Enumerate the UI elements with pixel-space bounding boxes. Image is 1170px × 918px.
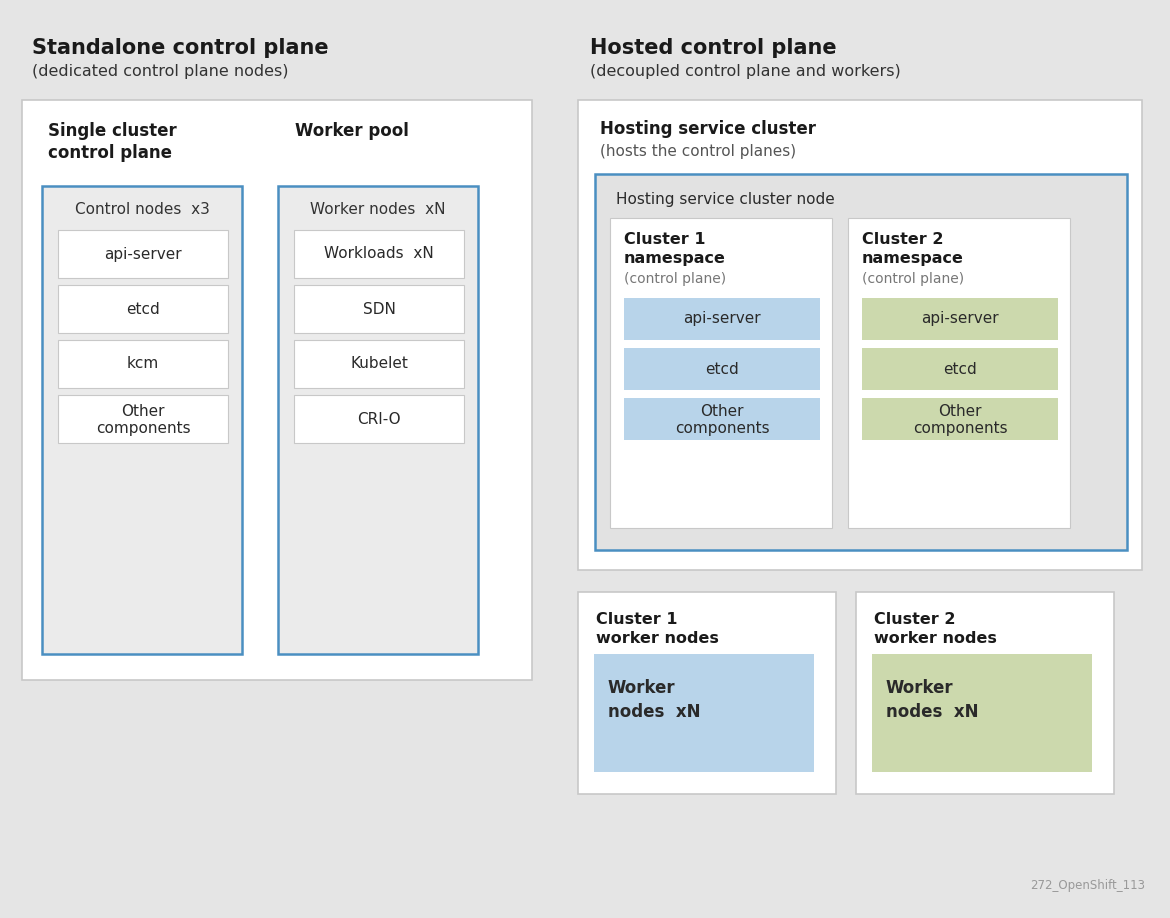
Text: kcm: kcm bbox=[126, 356, 159, 372]
Bar bbox=[58, 285, 228, 333]
Text: Cluster 2
worker nodes: Cluster 2 worker nodes bbox=[874, 612, 997, 645]
Bar bbox=[596, 174, 1127, 550]
Text: Worker
nodes  xN: Worker nodes xN bbox=[608, 679, 701, 721]
Text: components: components bbox=[913, 420, 1007, 435]
Bar bbox=[624, 348, 820, 390]
Bar bbox=[58, 340, 228, 388]
Text: Cluster 1
namespace: Cluster 1 namespace bbox=[624, 232, 725, 265]
Text: Other: Other bbox=[122, 404, 165, 419]
Text: Hosting service cluster: Hosting service cluster bbox=[600, 120, 815, 138]
Bar bbox=[862, 348, 1058, 390]
Bar bbox=[594, 654, 814, 772]
Bar bbox=[294, 340, 464, 388]
Text: Worker
nodes  xN: Worker nodes xN bbox=[886, 679, 978, 721]
Text: api-server: api-server bbox=[104, 247, 181, 262]
Text: etcd: etcd bbox=[126, 301, 160, 317]
Text: Worker pool: Worker pool bbox=[295, 122, 408, 140]
Text: Hosted control plane: Hosted control plane bbox=[590, 38, 837, 58]
Text: Kubelet: Kubelet bbox=[350, 356, 408, 372]
Bar bbox=[856, 592, 1114, 794]
Bar bbox=[278, 186, 479, 654]
Text: api-server: api-server bbox=[683, 311, 760, 327]
Bar bbox=[42, 186, 242, 654]
Text: (hosts the control planes): (hosts the control planes) bbox=[600, 144, 796, 159]
Text: 272_OpenShift_113: 272_OpenShift_113 bbox=[1030, 879, 1145, 892]
Text: Standalone control plane: Standalone control plane bbox=[32, 38, 329, 58]
Bar bbox=[294, 230, 464, 278]
Bar bbox=[294, 395, 464, 443]
Bar bbox=[624, 398, 820, 440]
Text: Workloads  xN: Workloads xN bbox=[324, 247, 434, 262]
Text: SDN: SDN bbox=[363, 301, 395, 317]
Text: components: components bbox=[96, 421, 191, 436]
Bar bbox=[862, 298, 1058, 340]
Text: Cluster 2
namespace: Cluster 2 namespace bbox=[862, 232, 964, 265]
Bar bbox=[862, 398, 1058, 440]
Text: api-server: api-server bbox=[921, 311, 999, 327]
Text: Worker nodes  xN: Worker nodes xN bbox=[310, 202, 446, 217]
Text: components: components bbox=[675, 420, 770, 435]
Text: Other: Other bbox=[701, 404, 744, 419]
Bar bbox=[872, 654, 1092, 772]
Text: Cluster 1
worker nodes: Cluster 1 worker nodes bbox=[596, 612, 718, 645]
Text: Hosting service cluster node: Hosting service cluster node bbox=[615, 192, 834, 207]
Text: Single cluster
control plane: Single cluster control plane bbox=[48, 122, 177, 162]
Bar bbox=[624, 298, 820, 340]
Text: Other: Other bbox=[938, 404, 982, 419]
Bar bbox=[22, 100, 532, 680]
Text: Control nodes  x3: Control nodes x3 bbox=[75, 202, 209, 217]
Bar bbox=[848, 218, 1071, 528]
Text: (decoupled control plane and workers): (decoupled control plane and workers) bbox=[590, 64, 901, 79]
Bar bbox=[294, 285, 464, 333]
Text: etcd: etcd bbox=[943, 362, 977, 376]
Bar bbox=[58, 395, 228, 443]
Bar bbox=[610, 218, 832, 528]
Text: (control plane): (control plane) bbox=[862, 272, 964, 286]
Text: etcd: etcd bbox=[706, 362, 739, 376]
Bar bbox=[58, 230, 228, 278]
Text: CRI-O: CRI-O bbox=[357, 411, 401, 427]
Text: (dedicated control plane nodes): (dedicated control plane nodes) bbox=[32, 64, 289, 79]
Text: (control plane): (control plane) bbox=[624, 272, 727, 286]
Bar bbox=[578, 592, 837, 794]
Bar bbox=[578, 100, 1142, 570]
